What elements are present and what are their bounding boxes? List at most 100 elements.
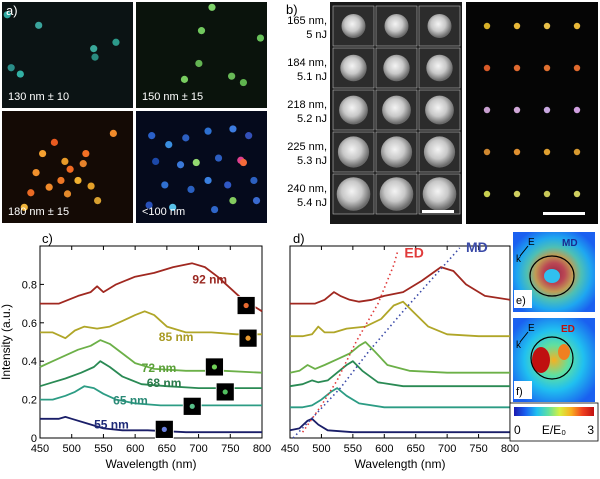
- darkfield-particle: [483, 148, 491, 156]
- panel-a-tile: 150 nm ± 15: [136, 2, 267, 108]
- panel-a-tile-label: 180 nm ± 15: [8, 206, 69, 218]
- particle-spot: [239, 78, 248, 87]
- particle-spot: [180, 75, 189, 83]
- particle-spot: [161, 181, 169, 189]
- chart-c: c) 450 500 550 600 650 700 750 800 0 0.2 0.4 0.6 0.8…: [0, 231, 271, 471]
- series-line: [290, 387, 510, 409]
- panel-e-e-arrow: [519, 245, 529, 257]
- particle-spot: [16, 70, 24, 78]
- darkfield-particle: [543, 148, 551, 156]
- particle-spot: [90, 45, 98, 53]
- panel-b-row-label: 225 nm,: [287, 141, 327, 153]
- panel-a: 130 nm ± 10 150 nm ± 15 180 nm ± 15 <100 nm…: [2, 2, 267, 223]
- panel-a-tile: 130 nm ± 10: [2, 2, 133, 108]
- panel-b-row-label: 165 nm,: [287, 15, 327, 27]
- particle-spot: [27, 189, 35, 197]
- particle-spot: [239, 158, 248, 167]
- panel-f-e-arrow: [519, 331, 529, 343]
- particle-spot: [187, 185, 195, 193]
- series-line: [40, 310, 262, 340]
- panel-a-tile-background: [2, 2, 133, 108]
- particle-spot: [204, 176, 212, 185]
- particle-spot: [82, 149, 90, 158]
- sem-particle: [426, 54, 453, 82]
- panel-f: ED E k f): [513, 318, 595, 402]
- series-line: [40, 416, 262, 434]
- series-line: [40, 262, 263, 313]
- x-tick-label: 800: [253, 443, 271, 455]
- darkfield-particle: [483, 64, 491, 72]
- y-tick-label: 0: [31, 433, 37, 445]
- panel-a-tile-label: <100 nm: [142, 206, 185, 218]
- darkfield-particle: [573, 64, 581, 72]
- panel-b: b) 165 nm, 5 nJ 184 nm, 5.1 nJ 218 nm, 5.2 nJ…: [286, 2, 598, 224]
- darkfield-particle: [483, 190, 491, 198]
- x-tick-label: 800: [501, 443, 519, 455]
- series-line: [39, 360, 262, 389]
- x-tick-label: 550: [94, 443, 112, 455]
- particle-spot: [250, 176, 258, 185]
- particle-spot: [169, 203, 177, 211]
- particle-spot: [204, 127, 212, 135]
- particle-inset-spot: [211, 364, 218, 370]
- particle-inset-spot: [243, 302, 249, 309]
- sem-particle: [383, 54, 410, 82]
- series-line: [289, 360, 510, 388]
- darkfield-particle: [513, 148, 521, 156]
- panel-b-row-label: 5.2 nJ: [297, 113, 327, 125]
- sem-particle: [422, 177, 457, 211]
- panel-e: MD E k e): [513, 232, 595, 312]
- darkfield-array-background: [466, 2, 598, 224]
- y-tick-label: 0.2: [22, 395, 37, 407]
- particle-spot: [211, 205, 219, 214]
- chart-d-x-axis-label: Wavelength (nm): [355, 457, 446, 471]
- particle-spot: [256, 34, 265, 42]
- panel-a-tile: 180 nm ± 15: [2, 111, 133, 223]
- particle-spot: [197, 27, 206, 35]
- particle-spot: [228, 72, 236, 80]
- particle-spot: [39, 149, 47, 158]
- panel-c-letter: c): [42, 231, 53, 246]
- darkfield-particle: [513, 64, 521, 72]
- darkfield-particle: [483, 106, 491, 114]
- particle-spot: [63, 190, 72, 198]
- sem-particle: [425, 95, 454, 125]
- particle-spot: [195, 59, 203, 68]
- x-tick-label: 650: [407, 443, 425, 455]
- series-label: 65 nm: [113, 393, 148, 407]
- ed-label: ED: [404, 245, 423, 261]
- darkfield-particle: [513, 22, 521, 30]
- x-tick-label: 700: [438, 443, 456, 455]
- particle-spot: [35, 21, 43, 29]
- particle-spot: [192, 158, 200, 167]
- x-tick-label: 700: [189, 443, 207, 455]
- series-label: 92 nm: [192, 272, 227, 286]
- colorbar-max-label: 3: [587, 423, 594, 437]
- particle-spot: [214, 154, 223, 162]
- darkfield-particle: [573, 190, 581, 198]
- series-label: 85 nm: [159, 330, 194, 344]
- sem-particle: [336, 177, 371, 211]
- sem-particle: [379, 177, 414, 211]
- particle-spot: [182, 134, 190, 142]
- particle-spot: [91, 53, 99, 61]
- particle-spot: [20, 203, 28, 211]
- sem-particle: [380, 136, 413, 168]
- sem-particle: [337, 136, 370, 168]
- particle-inset-spot: [245, 335, 251, 341]
- particle-spot: [66, 165, 74, 173]
- particle-spot: [109, 129, 117, 137]
- panel-f-letter: f): [516, 386, 523, 398]
- panel-a-tile: <100 nm: [136, 111, 267, 223]
- darkfield-particle: [513, 106, 521, 114]
- darkfield-particle: [573, 22, 581, 30]
- darkfield-scale-bar: [543, 212, 585, 215]
- panel-b-row-label: 5 nJ: [306, 29, 327, 41]
- particle-spot: [74, 176, 82, 185]
- sem-particle: [423, 136, 456, 168]
- darkfield-particle: [543, 190, 551, 198]
- x-tick-label: 450: [31, 443, 49, 455]
- ed-guide-line: [301, 249, 399, 433]
- panel-f-hotspot-left: [532, 347, 550, 373]
- panel-b-row-label: 240 nm,: [287, 183, 327, 195]
